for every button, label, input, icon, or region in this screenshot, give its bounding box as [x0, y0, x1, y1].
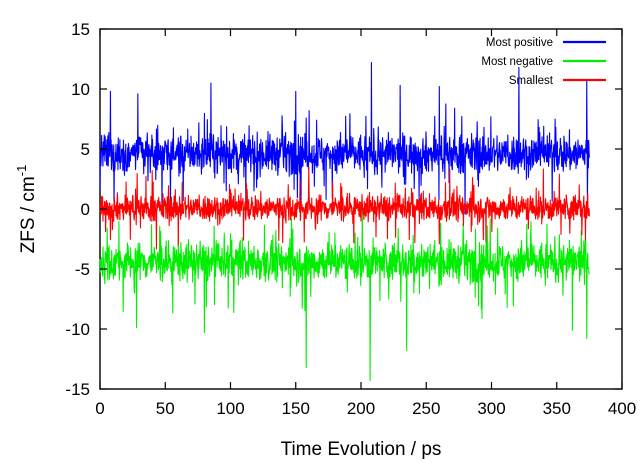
x-tick-label: 100: [216, 399, 244, 418]
y-axis-title-superscript: -1: [14, 165, 29, 177]
series-layer: [99, 62, 590, 382]
y-tick-label: 15: [71, 20, 90, 39]
y-axis-title-main: ZFS / cm: [18, 176, 39, 253]
series-line-3: [99, 166, 590, 250]
legend: Most positive Most negative Smallest: [481, 37, 606, 87]
y-tick-label: -10: [65, 320, 90, 339]
y-tick-label: -15: [65, 380, 90, 399]
x-tick-label: 50: [156, 399, 175, 418]
x-tick-label: 400: [608, 399, 636, 418]
y-tick-label: 10: [71, 80, 90, 99]
legend-label: Most negative: [481, 56, 553, 68]
x-tick-label: 150: [282, 399, 310, 418]
y-tick-label: 0: [81, 200, 90, 219]
legend-label: Smallest: [509, 75, 554, 87]
series-line-1: [99, 62, 590, 215]
y-axis-title: ZFS / cm-1: [14, 165, 39, 254]
y-tick-label: 5: [81, 140, 90, 159]
x-tick-label: 250: [412, 399, 440, 418]
series-line-2: [99, 204, 590, 382]
x-axis-title: Time Evolution / ps: [281, 439, 442, 460]
y-tick-label: -5: [75, 260, 90, 279]
x-tick-label: 300: [477, 399, 505, 418]
x-tick-label: 200: [347, 399, 375, 418]
x-tick-label: 0: [95, 399, 104, 418]
legend-label: Most positive: [486, 37, 553, 49]
x-tick-label: 350: [543, 399, 571, 418]
